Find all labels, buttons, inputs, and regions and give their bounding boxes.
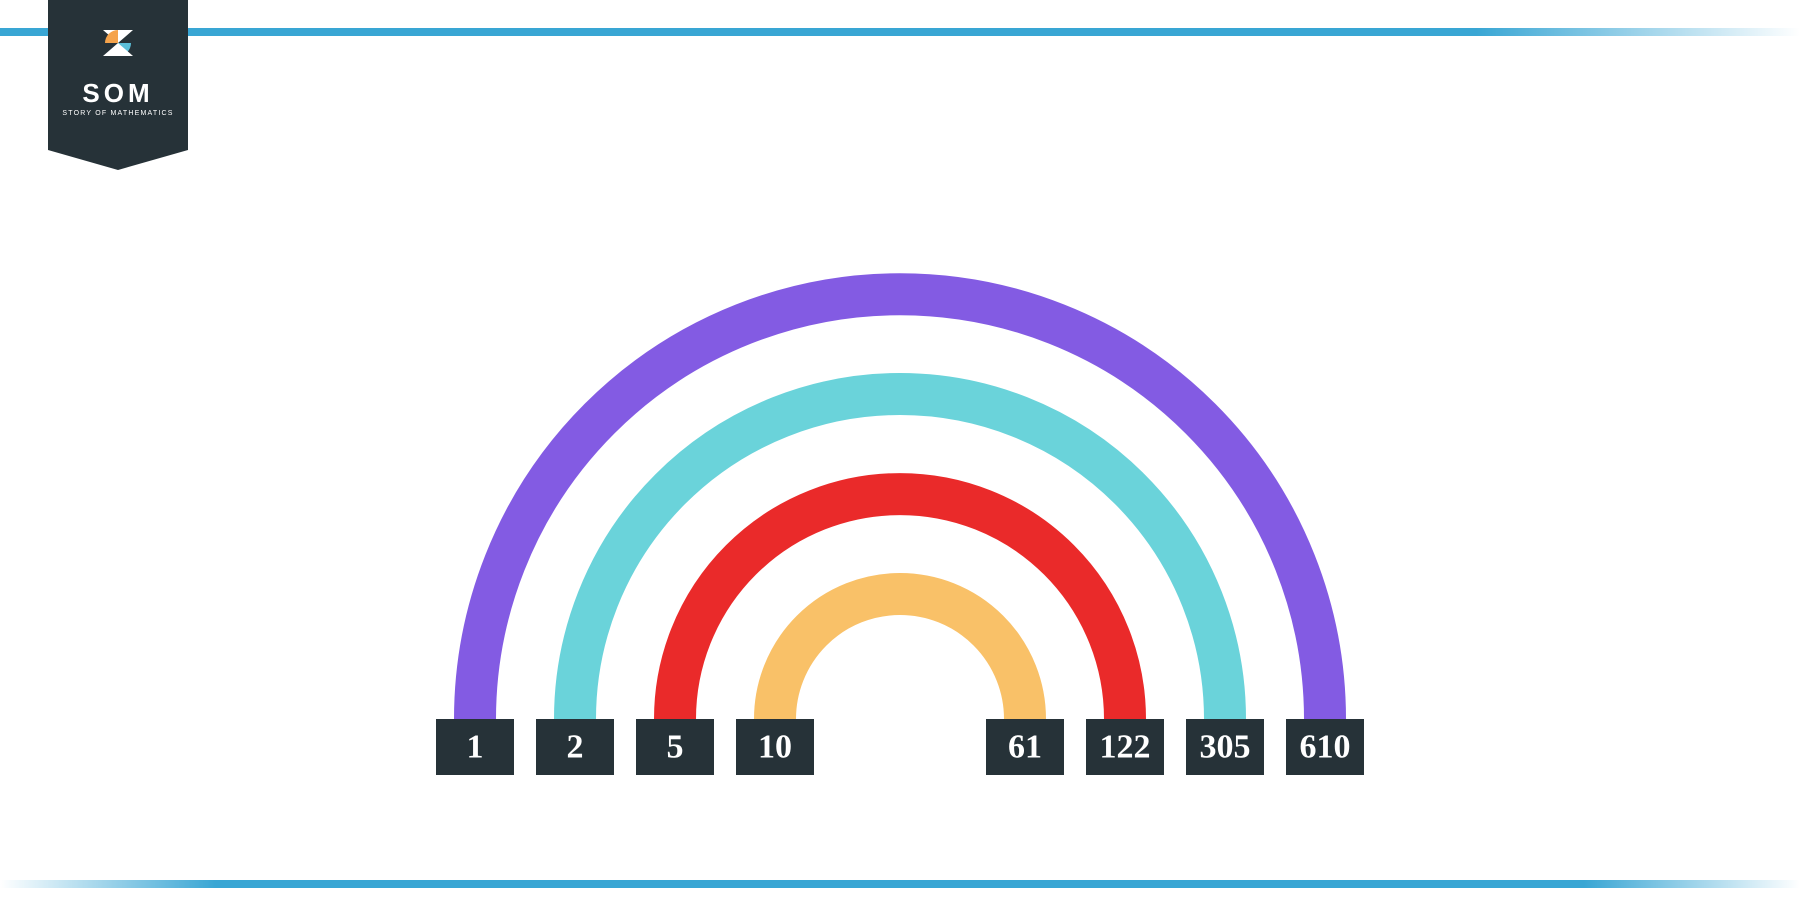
bottom-accent-bar [0, 880, 1800, 888]
logo-badge-bg: SOM STORY OF MATHEMATICS [48, 0, 188, 150]
label-text: 2 [567, 729, 584, 766]
label-text: 61 [1008, 729, 1042, 766]
factor-label-1: 1 [436, 719, 514, 775]
label-text: 305 [1200, 729, 1251, 766]
factor-label-122: 122 [1086, 719, 1164, 775]
factor-label-610: 610 [1286, 719, 1364, 775]
factor-rainbow-diagram: 10 61 5 122 2 305 1 610 [350, 230, 1450, 795]
logo-title: SOM [48, 78, 188, 109]
rainbow-svg: 10 61 5 122 2 305 1 610 [350, 230, 1450, 790]
logo-icon [93, 18, 143, 68]
label-text: 1 [467, 729, 484, 766]
factor-label-2: 2 [536, 719, 614, 775]
top-accent-bar [0, 28, 1800, 36]
label-text: 10 [758, 729, 792, 766]
factor-label-10: 10 [736, 719, 814, 775]
label-text: 5 [667, 729, 684, 766]
label-text: 122 [1100, 729, 1151, 766]
logo-badge: SOM STORY OF MATHEMATICS [48, 0, 188, 170]
factor-label-5: 5 [636, 719, 714, 775]
logo-subtitle: STORY OF MATHEMATICS [48, 110, 188, 117]
factor-label-305: 305 [1186, 719, 1264, 775]
factor-label-61: 61 [986, 719, 1064, 775]
label-text: 610 [1300, 729, 1351, 766]
arc-0 [775, 594, 1025, 719]
